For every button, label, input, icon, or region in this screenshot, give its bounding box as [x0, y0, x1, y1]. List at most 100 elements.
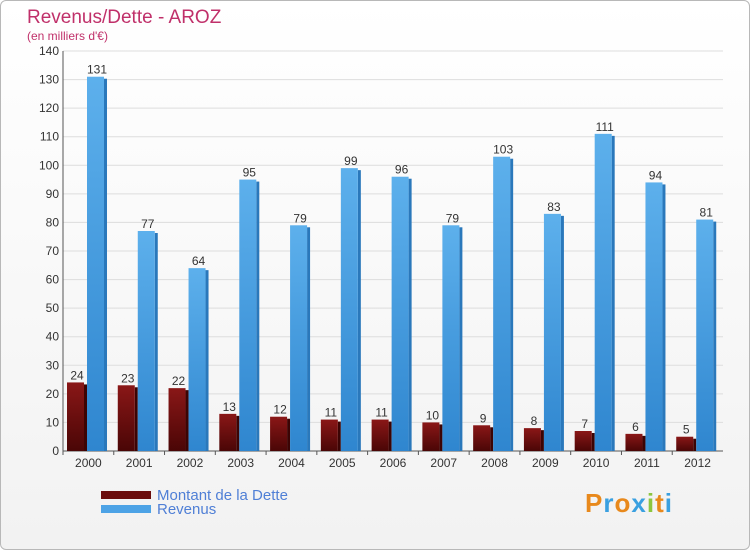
bar-dette	[371, 419, 389, 451]
legend-label-revenus: Revenus	[157, 500, 217, 518]
bar-shadow	[439, 424, 443, 451]
x-tick-label: 2008	[481, 456, 508, 470]
bar-dette	[523, 428, 541, 451]
logo-letter: i	[646, 488, 656, 518]
logo-letter: o	[614, 488, 632, 518]
data-label-revenus: 99	[344, 154, 358, 168]
bar-shadow	[154, 233, 158, 451]
y-tick-label: 0	[52, 444, 59, 458]
bar-revenus	[340, 168, 358, 451]
data-label-revenus: 96	[395, 163, 409, 177]
data-labels: 24 131 23 77 22 64 13 95 12 79 11 99 11 96 10 79 9 103 8 83…	[70, 63, 713, 437]
bar-revenus	[239, 179, 257, 452]
bar-shadow	[459, 227, 463, 451]
data-label-revenus: 95	[243, 166, 257, 180]
legend-swatch-dette	[101, 491, 151, 499]
data-label-dette: 9	[480, 411, 487, 425]
bar-shadow	[205, 270, 209, 451]
bar-shadow	[693, 438, 697, 451]
y-tick-label: 120	[39, 101, 59, 115]
bar-dette	[574, 431, 592, 451]
data-label-revenus: 64	[192, 254, 206, 268]
y-tick-label: 100	[39, 158, 59, 172]
chart-title: Revenus/Dette - AROZ	[27, 7, 222, 28]
bar-shadow	[307, 227, 311, 451]
bar-shadow	[256, 181, 260, 452]
y-tick-label: 10	[46, 415, 60, 429]
bar-shadow	[388, 421, 392, 451]
bar-shadow	[662, 184, 666, 451]
bar-shadow	[104, 78, 107, 451]
bar-shadow	[490, 427, 494, 451]
bar-shadow	[713, 221, 717, 451]
data-label-revenus: 131	[87, 63, 107, 77]
x-tick-label: 2009	[532, 456, 559, 470]
x-tick-label: 2011	[634, 456, 660, 470]
bar-dette	[422, 422, 440, 451]
bar-dette	[219, 413, 237, 451]
y-tick-label: 50	[46, 301, 60, 315]
bar-shadow	[357, 170, 361, 451]
data-label-revenus: 79	[446, 211, 460, 225]
x-tick-label: 2001	[126, 456, 153, 470]
data-label-revenus: 83	[547, 200, 561, 214]
y-tick-label: 20	[46, 387, 60, 401]
x-tick-label: 2012	[684, 456, 711, 470]
y-tick-label: 60	[46, 273, 60, 287]
bar-shadow	[611, 135, 615, 451]
bar-shadow	[185, 390, 189, 451]
logo-letter: i	[664, 488, 673, 518]
x-tick-label: 2004	[278, 456, 305, 470]
bar-shadow	[510, 158, 514, 451]
x-tick-label: 2005	[329, 456, 356, 470]
bar-shadow	[287, 418, 291, 451]
bar-shadow	[84, 384, 87, 451]
data-label-dette: 11	[375, 406, 388, 420]
bar-revenus	[696, 219, 714, 451]
axes: 0 10 20 30 40 50 60 70 80 90 100 110 120 130 140 2000 20…	[39, 44, 723, 470]
data-label-dette: 8	[531, 414, 538, 428]
y-tick-label: 90	[46, 187, 60, 201]
legend-item-dette: Montant de la Dette	[101, 486, 288, 504]
data-label-dette: 10	[426, 408, 440, 422]
bar-revenus	[442, 225, 460, 451]
data-label-dette: 5	[683, 423, 690, 437]
legend-swatch-revenus	[101, 505, 151, 513]
data-label-dette: 22	[172, 374, 186, 388]
bar-revenus	[188, 268, 206, 451]
bar-revenus	[87, 76, 104, 451]
x-tick-label: 2007	[430, 456, 457, 470]
logo-letter: P	[585, 488, 604, 518]
bar-shadow	[560, 215, 564, 451]
data-label-dette: 11	[325, 406, 338, 420]
logo-letter: r	[603, 488, 615, 518]
y-tick-label: 80	[46, 215, 60, 229]
data-label-revenus: 94	[649, 168, 663, 182]
bar-dette	[168, 388, 186, 451]
bar-revenus	[391, 176, 409, 451]
y-tick-label: 30	[46, 358, 60, 372]
bar-dette	[676, 436, 694, 451]
bar-revenus	[594, 133, 612, 451]
bar-dette	[117, 385, 135, 451]
bar-shadow	[337, 421, 341, 451]
data-label-dette: 12	[273, 403, 287, 417]
legend-label-dette: Montant de la Dette	[157, 486, 288, 504]
data-label-revenus: 79	[293, 211, 307, 225]
bar-dette	[67, 382, 84, 451]
data-label-revenus: 111	[596, 120, 615, 134]
bar-shadow	[236, 415, 240, 451]
bar-revenus	[290, 225, 308, 451]
data-label-revenus: 77	[141, 217, 155, 231]
data-label-dette: 6	[632, 420, 639, 434]
x-tick-label: 2003	[227, 456, 254, 470]
data-label-dette: 24	[70, 368, 84, 382]
bar-shadow	[134, 387, 138, 451]
bar-shadow	[591, 433, 595, 451]
data-label-dette: 23	[121, 371, 135, 385]
bar-shadow	[408, 178, 412, 451]
proxiti-logo: Proxiti	[585, 488, 673, 519]
x-tick-label: 2010	[583, 456, 610, 470]
